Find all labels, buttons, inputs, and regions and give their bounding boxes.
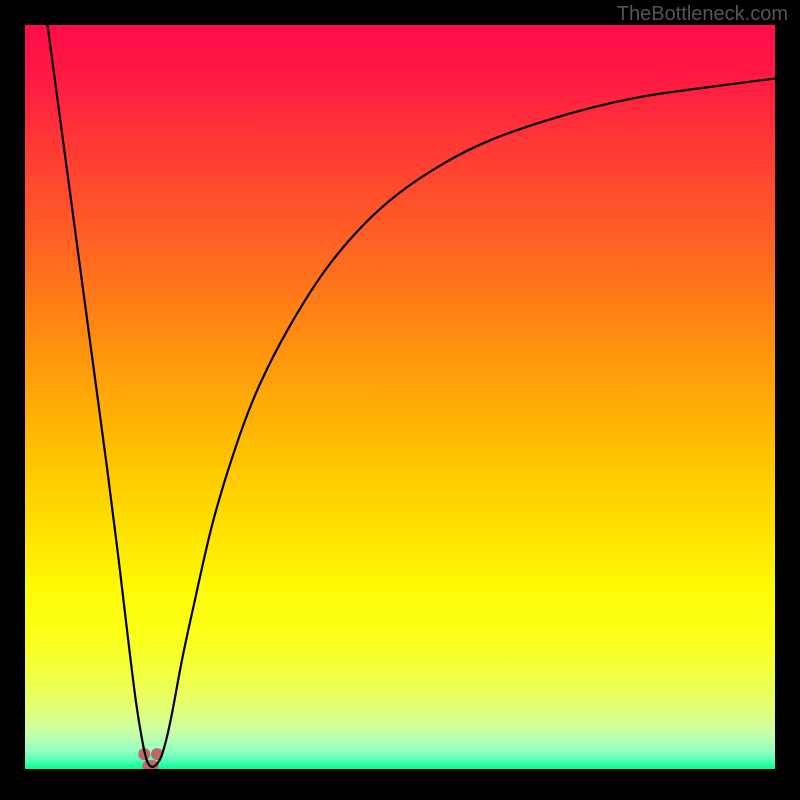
watermark-text: TheBottleneck.com: [617, 3, 788, 26]
chart-container: TheBottleneck.com: [0, 0, 800, 800]
plot-area: [25, 25, 775, 769]
curve-path: [48, 25, 776, 767]
bottleneck-curve: [25, 25, 775, 769]
